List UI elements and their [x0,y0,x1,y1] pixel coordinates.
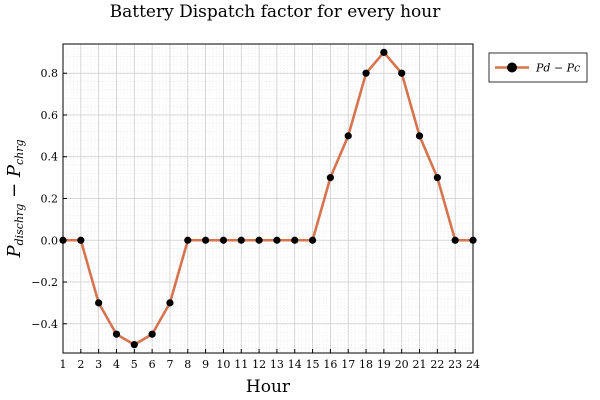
data-point [433,174,441,182]
x-tick-label: 11 [234,358,248,371]
x-tick-label: 20 [395,358,409,371]
y-axis-label-text: Pdischrg − Pchrg [4,139,26,258]
x-tick-label: 18 [359,358,373,371]
x-tick-label: 22 [430,358,444,371]
data-point [451,236,459,244]
y-axis-label-part: P [4,245,25,259]
x-tick-label: 5 [131,358,138,371]
x-tick-label: 4 [113,358,120,371]
y-axis-label-part: P [4,164,25,178]
y-tick-label: −0.2 [31,276,58,289]
x-tick-label: 24 [466,358,480,371]
data-point [255,236,263,244]
y-tick-label: 0.0 [41,234,59,247]
data-point [344,132,352,140]
x-tick-label: 2 [77,358,84,371]
data-point [112,330,121,338]
x-tick-label: 19 [377,358,391,371]
data-point [148,330,156,338]
x-tick-label: 3 [95,358,102,371]
data-point [219,236,228,244]
data-point [362,69,370,77]
data-point [95,299,103,307]
series-layer [59,48,477,349]
data-point [380,48,388,56]
data-point [415,132,424,140]
x-tick-label: 14 [288,358,302,371]
data-point [166,299,174,307]
y-tick-label: 0.6 [41,109,59,122]
x-tick-label: 13 [270,358,284,371]
y-axis-label-part: chrg [13,139,26,165]
y-axis-label: Pdischrg − Pchrg [4,139,26,258]
chart-title: Battery Dispatch factor for every hour [110,2,442,22]
axes: 1 2 3 4 5 6 7 8 9 10 11 12 13 14 15 16 17 18 19 20 21 22 23 24−… [31,67,480,371]
x-tick-label: 15 [306,358,320,371]
data-point [202,236,210,244]
data-point [326,174,334,182]
y-axis-label-part: dischrg [13,204,26,246]
x-tick-label: 10 [216,358,230,371]
data-point [291,236,299,244]
data-point [469,236,477,244]
x-tick-label: 9 [202,358,209,371]
x-tick-label: 21 [413,358,427,371]
y-tick-label: 0.8 [41,67,59,80]
x-tick-label: 17 [341,358,355,371]
x-tick-label: 12 [252,358,266,371]
legend-label: Pd − Pc [535,62,580,75]
x-tick-label: 7 [166,358,173,371]
data-point [398,69,406,77]
x-axis-label: Hour [246,377,291,397]
x-tick-label: 23 [448,358,462,371]
legend: Pd − Pc [488,52,588,83]
data-point [237,236,245,244]
x-tick-label: 16 [323,358,337,371]
y-tick-label: 0.2 [41,193,59,206]
data-point [184,236,192,244]
data-point [59,236,67,244]
grid [62,44,474,353]
y-tick-label: −0.4 [31,318,58,331]
x-tick-label: 6 [149,358,156,371]
data-point [130,341,138,349]
data-point [273,236,281,244]
legend-marker-swatch [507,62,517,73]
y-tick-label: 0.4 [41,151,59,164]
x-tick-label: 1 [60,358,67,371]
x-tick-label: 8 [184,358,191,371]
data-point [77,236,85,244]
y-axis-label-part: − [4,177,25,204]
data-point [308,236,317,244]
